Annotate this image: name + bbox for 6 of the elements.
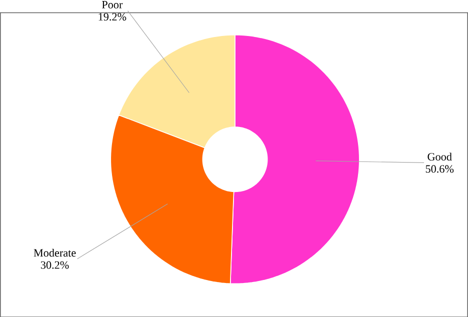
data-label: 30.2%	[40, 261, 69, 269]
slice-label: Moderate	[34, 248, 76, 256]
data-label: 19.2%	[98, 12, 126, 20]
slice-label: Good	[428, 152, 452, 160]
slice-label: Poor	[102, 0, 123, 8]
data-label: 50.6%	[426, 164, 454, 172]
